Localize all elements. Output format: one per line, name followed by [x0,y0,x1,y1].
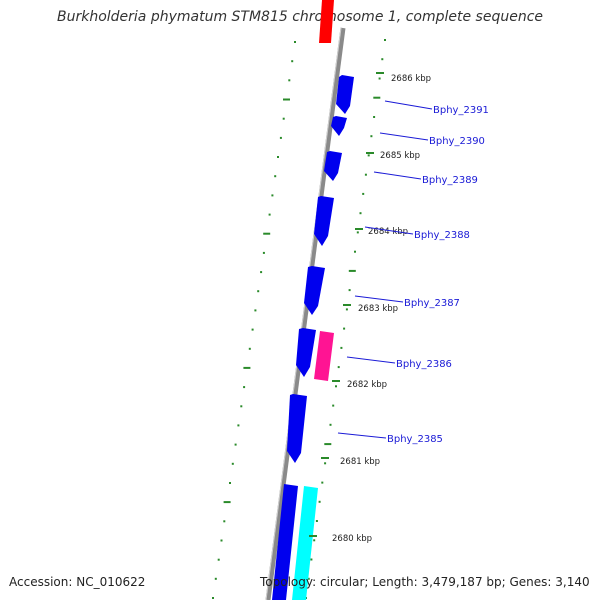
gc-track-dot [348,289,351,292]
kbp-tick-labels: 2686 kbp 2685 kbp 2684 kbp 2683 kbp 2682… [332,74,431,544]
gene-bphy-2389[interactable] [324,151,342,181]
gc-track-dot [378,77,381,80]
gc-track-dot [343,327,346,330]
gene-label-bphy-2390[interactable]: Bphy_2390 [429,136,485,147]
gene-cyan[interactable] [292,486,318,600]
gc-track-dot [294,41,296,43]
gene-label-bphy-2387[interactable]: Bphy_2387 [404,298,460,309]
gc-track-dot [212,597,214,599]
gc-track-dot [254,309,257,312]
gene-bphy-2386-magenta[interactable] [314,331,334,381]
gene-bphy-2387[interactable] [304,266,325,315]
kbp-label-2685: 2685 kbp [380,151,420,161]
gc-track-dot [283,98,290,101]
gc-track-dot [332,404,335,407]
gene-label-bphy-2388[interactable]: Bphy_2388 [414,230,470,241]
gene-bphy-2391[interactable] [336,75,354,114]
gc-track-dot [362,192,365,195]
gc-track-dot [271,194,274,197]
gc-track-dot [279,136,282,139]
gc-track-dot [260,271,263,274]
gene-label-bphy-2385[interactable]: Bphy_2385 [387,434,443,445]
gc-track-dot [307,577,310,580]
gc-track-dot [223,520,226,523]
gc-track-dot [315,520,318,522]
gc-track-dot [243,386,246,389]
gc-track-dot [217,558,220,561]
inner-gc-track [212,41,296,599]
gc-track-dot [348,269,356,272]
kbp-label-2684: 2684 kbp [368,227,408,237]
gc-track-dot [263,232,271,235]
gc-track-dot [324,462,327,465]
gc-track-dot [214,577,217,580]
gc-track-dot [229,482,231,484]
gc-track-dot [223,501,231,504]
gene-bphy-2390[interactable] [331,116,347,136]
gc-track-dot [310,558,313,561]
gc-track-dot [237,424,240,427]
gc-track-dot [354,250,356,253]
kbp-label-2681: 2681 kbp [340,457,380,467]
gc-track-dot [324,443,332,446]
gc-track-dot [268,213,271,216]
gc-track-dot [359,212,362,215]
gc-track-dot [257,290,260,293]
map-title: Burkholderia phymatum STM815 chromosome … [56,9,543,25]
gc-track-dot [248,347,251,350]
kbp-label-2680: 2680 kbp [332,534,372,544]
gc-track-dot [373,116,376,118]
gene-red[interactable] [319,0,334,43]
kbp-label-2682: 2682 kbp [347,380,387,390]
gc-track-dot [345,308,348,311]
gc-track-dot [321,481,324,484]
gc-track-dot [220,539,223,542]
gc-track-dot [240,405,243,408]
gc-track-dot [313,539,316,542]
gc-track-dot [277,156,279,158]
gene-bphy-2384[interactable] [272,484,298,600]
gc-track-dot [231,462,234,465]
chromosome-backbone-highlight [265,27,342,600]
gc-track-dot [251,328,254,331]
gene-label-bphy-2389[interactable]: Bphy_2389 [422,175,478,186]
gc-track-dot [373,96,381,99]
gc-track-dot [356,231,359,234]
gc-track-dot [262,251,265,254]
gc-track-dot [367,154,370,157]
gc-track-dot [340,346,343,349]
kbp-ticks [309,72,384,537]
gc-track-dot [234,443,237,446]
gc-track-dot [329,423,332,426]
gc-track-dot [335,385,337,388]
gene-bphy-2385[interactable] [287,394,307,463]
gene-label-lines [337,100,433,439]
chromosome-backbone [265,27,346,600]
kbp-label-2686: 2686 kbp [391,74,431,84]
gene-label-bphy-2386[interactable]: Bphy_2386 [396,359,452,370]
topology-text: Topology: circular; Length: 3,479,187 bp… [260,575,590,589]
gc-track-dot [288,79,291,82]
kbp-label-2683: 2683 kbp [358,304,398,314]
gc-track-dot [384,39,386,41]
gene-bphy-2386-blue[interactable] [296,328,316,377]
gc-track-dot [243,366,251,369]
gc-track-dot [370,135,373,138]
gc-track-dot [318,500,321,503]
gene-label-bphy-2391[interactable]: Bphy_2391 [433,105,489,116]
gc-track-dot [282,117,285,120]
gene-labels: Bphy_2391 Bphy_2390 Bphy_2389 Bphy_2388 … [387,105,489,445]
gc-track-dot [381,58,384,61]
gc-track-dot [337,366,340,369]
gene-bphy-2388[interactable] [314,196,334,246]
gc-track-dot [364,173,367,176]
accession-text: Accession: NC_010622 [9,575,146,589]
gc-track-dot [274,175,277,178]
gc-track-dot [291,60,294,63]
